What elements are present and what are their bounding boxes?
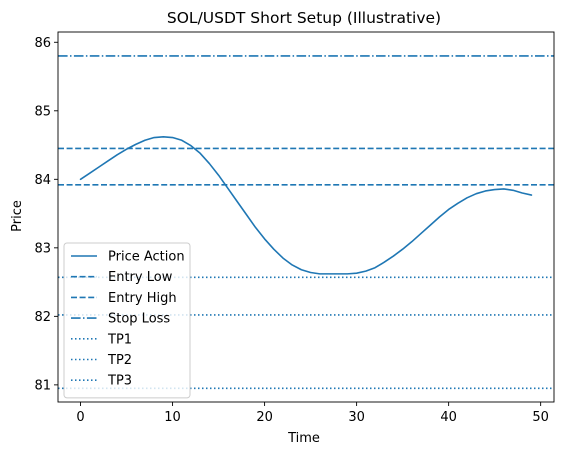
x-tick-label-2: 20 xyxy=(256,410,273,425)
y-tick-label-3: 84 xyxy=(34,173,51,188)
legend-label-2: Entry High xyxy=(108,291,177,306)
y-tick-label-4: 85 xyxy=(34,104,51,119)
y-tick-label-0: 81 xyxy=(34,378,51,393)
legend-label-6: TP3 xyxy=(107,374,132,389)
x-tick-label-4: 40 xyxy=(440,410,457,425)
legend: Price Action Entry Low Entry High Stop Loss… xyxy=(63,242,191,399)
x-tick-label-3: 30 xyxy=(348,410,365,425)
chart-title: SOL/USDT Short Setup (Illustrative) xyxy=(167,9,441,27)
legend-label-1: Entry Low xyxy=(108,270,173,285)
x-tick-label-5: 50 xyxy=(532,410,549,425)
legend-label-4: TP1 xyxy=(107,332,132,347)
y-axis-title: Price xyxy=(10,200,25,232)
legend-label-0: Price Action xyxy=(108,250,185,265)
series-line-0 xyxy=(79,136,533,275)
plot-area: 0 10 20 30 40 50 81 82 83 84 85 86 Price Action Entry… xyxy=(34,31,555,425)
legend-label-5: TP2 xyxy=(107,353,132,368)
y-tick-label-2: 83 xyxy=(34,241,51,256)
x-tick-label-1: 10 xyxy=(164,410,181,425)
x-tick-label-0: 0 xyxy=(76,410,84,425)
y-tick-label-5: 86 xyxy=(34,36,51,51)
plot-frame xyxy=(57,31,555,403)
y-tick-label-1: 82 xyxy=(34,310,51,325)
legend-label-3: Stop Loss xyxy=(108,312,170,327)
x-axis-title: Time xyxy=(287,431,320,446)
